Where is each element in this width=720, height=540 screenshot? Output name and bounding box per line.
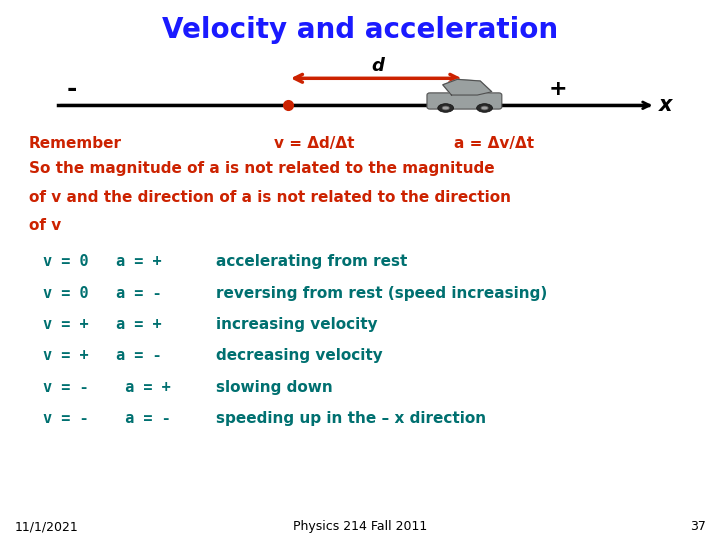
Text: v = +   a = -: v = + a = - (43, 348, 162, 363)
Text: v = -    a = -: v = - a = - (43, 411, 171, 426)
Text: decreasing velocity: decreasing velocity (216, 348, 383, 363)
Text: of v and the direction of a is not related to the direction: of v and the direction of a is not relat… (29, 190, 510, 205)
Text: -: - (67, 77, 77, 101)
Text: v = 0   a = -: v = 0 a = - (43, 286, 162, 301)
Text: a = Δv/Δt: a = Δv/Δt (454, 136, 534, 151)
Text: Remember: Remember (29, 136, 122, 151)
Text: 11/1/2021: 11/1/2021 (14, 520, 78, 533)
Text: d: d (372, 57, 384, 75)
Text: speeding up in the – x direction: speeding up in the – x direction (216, 411, 486, 426)
Text: reversing from rest (speed increasing): reversing from rest (speed increasing) (216, 286, 547, 301)
Text: accelerating from rest: accelerating from rest (216, 254, 408, 269)
Text: slowing down: slowing down (216, 380, 333, 395)
Polygon shape (443, 79, 492, 95)
Text: Physics 214 Fall 2011: Physics 214 Fall 2011 (293, 520, 427, 533)
Text: v = 0   a = +: v = 0 a = + (43, 254, 162, 269)
Text: v = -    a = +: v = - a = + (43, 380, 171, 395)
Ellipse shape (477, 104, 492, 112)
Text: +: + (549, 79, 567, 99)
FancyBboxPatch shape (427, 93, 502, 109)
Text: v = +   a = +: v = + a = + (43, 317, 162, 332)
Text: Velocity and acceleration: Velocity and acceleration (162, 16, 558, 44)
Text: So the magnitude of a is not related to the magnitude: So the magnitude of a is not related to … (29, 161, 495, 176)
Text: increasing velocity: increasing velocity (216, 317, 377, 332)
Ellipse shape (442, 106, 449, 110)
Text: 37: 37 (690, 520, 706, 533)
Text: x: x (660, 95, 672, 116)
Text: v = Δd/Δt: v = Δd/Δt (274, 136, 354, 151)
Ellipse shape (481, 106, 488, 110)
Text: of v: of v (29, 218, 61, 233)
Ellipse shape (438, 104, 454, 112)
